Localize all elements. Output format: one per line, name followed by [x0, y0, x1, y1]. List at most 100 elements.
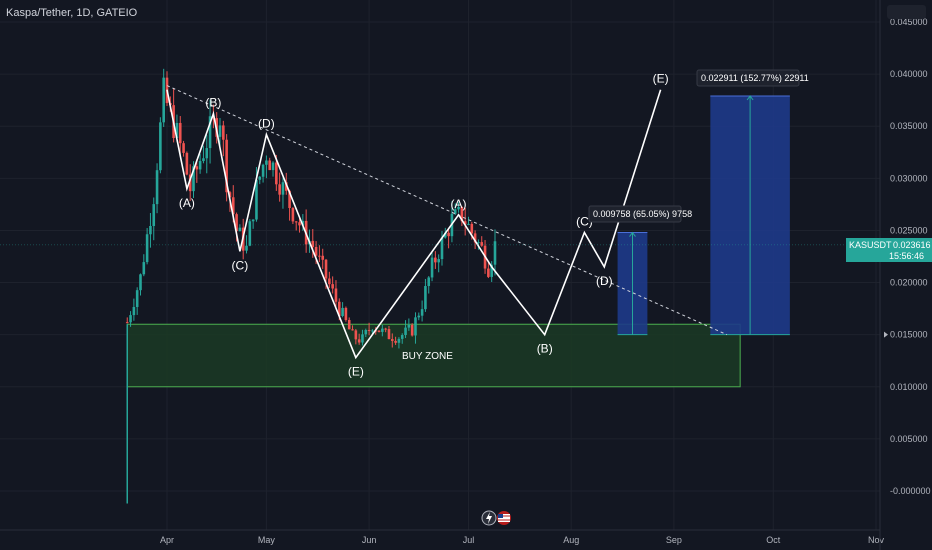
candle-body: [457, 206, 460, 210]
wave-label: (C): [232, 258, 249, 272]
candle-body: [135, 290, 139, 308]
candle-body: [354, 330, 358, 340]
target2-label: 0.022911 (152.77%) 22911: [696, 69, 809, 87]
candle-body: [387, 329, 391, 340]
candle-body: [152, 204, 156, 226]
x-tick-label: Jun: [362, 535, 377, 545]
candle-body: [318, 255, 321, 257]
wave-label: (E): [348, 365, 364, 379]
candle-body: [324, 259, 328, 279]
lightning-icon[interactable]: [481, 510, 497, 526]
candle-body: [473, 233, 477, 243]
candle-body: [427, 277, 431, 287]
price-badge-price: 0.023616: [893, 240, 931, 250]
buy-zone-label: BUY ZONE: [402, 351, 453, 362]
target-boxes-layer: [617, 95, 790, 336]
candle-body: [268, 160, 272, 171]
candle-body: [178, 122, 182, 144]
candle-body: [291, 208, 295, 222]
candle-body: [490, 264, 493, 277]
x-tick-label: Jul: [463, 535, 475, 545]
wave-label: (B): [205, 96, 221, 110]
candle-body: [132, 307, 136, 316]
candle-body: [205, 148, 209, 159]
candle-body: [331, 284, 334, 289]
candle-body: [400, 335, 404, 339]
candle-body: [463, 221, 467, 225]
x-tick-label: Sep: [666, 535, 682, 545]
candle-body: [477, 242, 480, 244]
candle-body: [371, 330, 374, 332]
candle-body: [430, 257, 434, 278]
candle-body: [275, 162, 278, 185]
wave-label: (A): [451, 197, 467, 211]
candle-body: [145, 234, 149, 263]
y-tick-label: 0.040000: [890, 69, 928, 79]
candle-body: [443, 232, 447, 238]
candle-body: [394, 340, 397, 343]
wave-label: (D): [596, 274, 613, 288]
candle-body: [238, 227, 242, 232]
candle-body: [162, 77, 165, 123]
candle-body: [195, 166, 199, 170]
candle-body: [248, 221, 252, 246]
candle-body: [301, 220, 305, 226]
candle-body: [447, 232, 450, 237]
candle-body: [258, 176, 262, 180]
candle-body: [125, 322, 129, 324]
candle-body: [328, 278, 331, 285]
candle-body: [480, 242, 484, 246]
candle-body: [139, 274, 142, 291]
candle-body: [344, 307, 348, 321]
target2-label-text: 0.022911 (152.77%) 22911: [701, 73, 809, 83]
candle-body: [351, 329, 354, 331]
candle-body: [407, 324, 411, 328]
flag-icon[interactable]: [497, 511, 511, 525]
candle-body: [208, 116, 212, 149]
candle-body: [298, 222, 301, 226]
candle-body: [341, 307, 344, 316]
candle-body: [245, 245, 248, 251]
candle-body: [397, 338, 401, 343]
candle-body: [361, 334, 364, 343]
candle-body: [231, 197, 235, 215]
chart-settings-button[interactable]: [887, 5, 926, 19]
candle-body: [321, 255, 325, 260]
candle-body: [434, 257, 437, 263]
candle-body: [390, 339, 394, 341]
candle-body: [384, 328, 387, 330]
candle-body: [255, 179, 258, 220]
target-arrow-icon: [629, 231, 636, 237]
candle-body: [288, 190, 291, 209]
candle-body: [364, 330, 368, 335]
candle-body: [347, 320, 351, 330]
candle-body: [487, 268, 490, 277]
candle-body: [334, 288, 338, 302]
elliott-wave-path: [166, 89, 662, 360]
symbol-title: Kaspa/Tether, 1D, GATEIO: [6, 7, 138, 19]
candle-body: [437, 259, 440, 263]
candle-body: [453, 209, 457, 214]
candle-body: [414, 317, 417, 336]
candle-body: [377, 330, 381, 332]
price-badge-countdown: 15:56:46: [889, 251, 924, 261]
y-tick-label: 0.025000: [890, 225, 928, 235]
y-tick-label: 0.045000: [890, 17, 928, 27]
candle-body: [420, 309, 424, 316]
candle-body: [175, 122, 179, 139]
candle-body: [337, 301, 341, 316]
candle-body: [284, 182, 288, 191]
candle-body: [357, 339, 361, 343]
x-tick-label: Aug: [563, 535, 579, 545]
price-badge-bg: [846, 238, 932, 262]
price-badge[interactable]: KASUSDT 0.023616 15:56:46: [846, 238, 932, 262]
candle-body: [271, 162, 275, 171]
wave-label: (E): [653, 72, 669, 86]
wave-label: (B): [537, 342, 553, 356]
x-tick-label: Nov: [868, 535, 885, 545]
candle-body: [440, 237, 444, 260]
y-tick-label: 0.030000: [890, 173, 928, 183]
